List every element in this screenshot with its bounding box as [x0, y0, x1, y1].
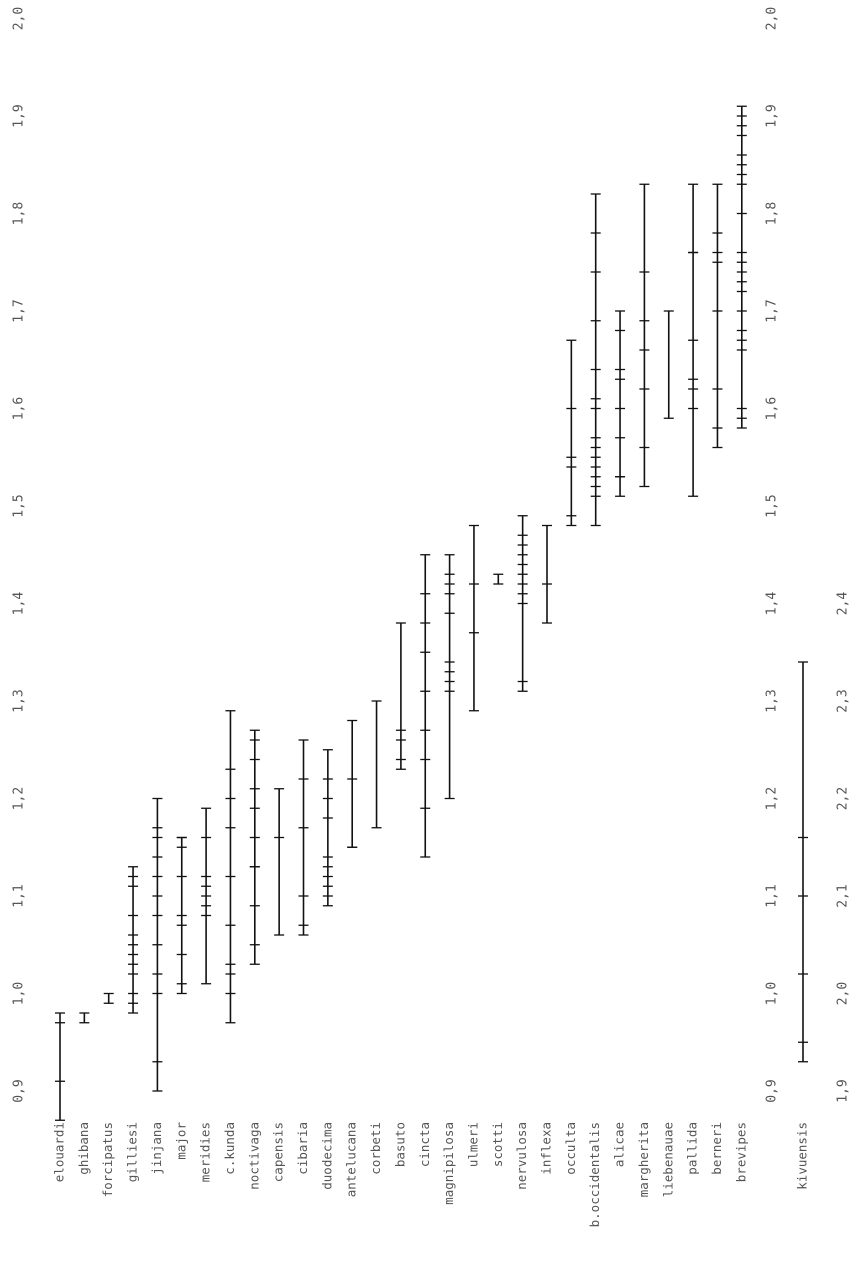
series-major: [176, 836, 187, 995]
series-magnipilosa: [444, 554, 455, 800]
series-pallida: [688, 183, 699, 497]
value-axis-ticks: 0,9 0,9 1,0 1,0 1,1 1,1 1,2 1,2 1,3 1,3 1,4 1,4 1,5 1…: [12, 7, 780, 1103]
species-label: capensis: [271, 1122, 286, 1182]
series-jinjana: [152, 797, 163, 1092]
species-label: basuto: [392, 1122, 407, 1167]
tick-label-right: 1,9: [765, 104, 780, 127]
tick-label-left: 1,8: [12, 202, 27, 225]
tick-label-left: 1,1: [12, 884, 27, 907]
species-label: alicae: [612, 1122, 627, 1167]
tick-label-left: 1,3: [12, 689, 27, 712]
tick-label-right: 1,1: [765, 884, 780, 907]
tick-label-right: 2,0: [765, 7, 780, 30]
secondary-tick-label: 2,3: [836, 689, 851, 712]
species-label: forcipatus: [100, 1122, 115, 1197]
series-basuto: [395, 622, 406, 770]
species-label: meridies: [198, 1122, 213, 1182]
species-label: margherita: [636, 1122, 651, 1197]
tick-label-right: 1,7: [765, 299, 780, 322]
series-meridies: [201, 807, 212, 985]
species-label: major: [173, 1122, 188, 1160]
species-label: scotti: [490, 1122, 505, 1167]
species-labels: elouardi ghibana forcipatus gilliesi jinjana…: [52, 1122, 810, 1228]
tick-label-left: 1,6: [12, 397, 27, 420]
species-label: ulmeri: [465, 1122, 480, 1167]
series-margherita: [639, 183, 650, 488]
series-ulmeri: [468, 524, 479, 712]
species-label: inflexa: [539, 1122, 554, 1175]
series-ghibana: [79, 1012, 90, 1024]
series-kivuensis: [798, 661, 808, 1063]
tick-label-left: 1,4: [12, 592, 27, 616]
species-label: liebenauae: [660, 1122, 675, 1197]
series-capensis: [274, 788, 285, 936]
tick-label-left: 1,5: [12, 494, 27, 517]
species-label: kivuensis: [795, 1122, 810, 1190]
species-label: magnipilosa: [441, 1122, 456, 1205]
tick-label-left: 0,9: [12, 1079, 27, 1102]
series-duodecima: [322, 749, 333, 907]
series-noctivaga: [249, 729, 260, 965]
tick-label-right: 1,2: [765, 787, 780, 810]
species-label: brevipes: [733, 1122, 748, 1182]
series-brevipes: [736, 105, 747, 429]
series-gilliesi: [128, 866, 139, 1014]
species-label: duodecima: [319, 1122, 334, 1190]
series-inflexa: [542, 524, 552, 624]
tick-label-left: 1,2: [12, 787, 27, 810]
series-berneri: [712, 183, 723, 449]
tick-label-right: 1,6: [765, 397, 780, 420]
series-antelucana: [347, 719, 358, 848]
series-nervulosa: [517, 515, 528, 692]
tick-label-right: 1,5: [765, 494, 780, 517]
tick-label-left: 1,7: [12, 299, 27, 322]
series-elouardi: [55, 1012, 65, 1121]
tick-label-right: 1,0: [765, 982, 780, 1005]
tick-label-left: 1,9: [12, 104, 27, 127]
series-liebenauae: [663, 310, 674, 419]
secondary-tick-label: 2,1: [836, 884, 851, 907]
tick-label-right: 0,9: [765, 1079, 780, 1102]
species-label: noctivaga: [246, 1122, 261, 1190]
species-label: b.occidentalis: [587, 1122, 602, 1227]
series-layer: [55, 105, 808, 1121]
series-occulta: [566, 339, 577, 527]
species-label: cibaria: [295, 1122, 310, 1175]
series-cincta: [420, 554, 431, 858]
secondary-tick-label: 1,9: [836, 1079, 851, 1102]
species-label: antelucana: [344, 1122, 359, 1197]
secondary-tick-label: 2,0: [836, 982, 851, 1005]
tick-label-right: 1,3: [765, 689, 780, 712]
secondary-tick-label: 2,2: [836, 787, 851, 810]
species-label: occulta: [563, 1122, 578, 1175]
series-forcipatus: [103, 992, 114, 1004]
species-label: nervulosa: [514, 1122, 529, 1190]
species-label: elouardi: [52, 1122, 67, 1182]
series-scotti: [493, 573, 504, 585]
tick-label-right: 1,4: [765, 592, 780, 616]
species-label: c.kunda: [222, 1122, 237, 1175]
series-corbeti: [371, 700, 382, 829]
species-label: berneri: [709, 1122, 724, 1175]
series-alicae: [615, 310, 626, 497]
species-label: cincta: [417, 1122, 432, 1167]
secondary-axis-ticks: 1,9 2,0 2,1 2,2 2,3 2,4: [836, 592, 851, 1103]
species-label: corbeti: [368, 1122, 383, 1175]
series-c.kunda: [225, 710, 236, 1024]
series-b.occidentalis: [590, 193, 601, 527]
species-label: ghibana: [76, 1122, 91, 1175]
species-label: jinjana: [149, 1122, 164, 1175]
tick-label-left: 2,0: [12, 7, 27, 30]
species-label: gilliesi: [125, 1122, 140, 1182]
tick-label-right: 1,8: [765, 202, 780, 225]
secondary-tick-label: 2,4: [836, 592, 851, 616]
species-label: pallida: [685, 1122, 700, 1175]
series-cibaria: [298, 739, 309, 936]
tick-label-left: 1,0: [12, 982, 27, 1005]
